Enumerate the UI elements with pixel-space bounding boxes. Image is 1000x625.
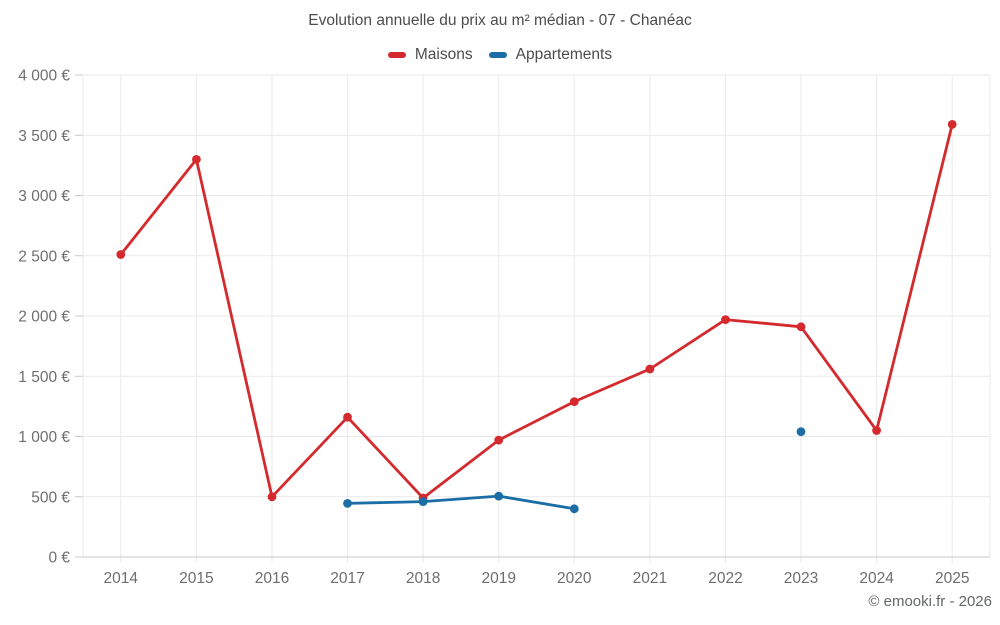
y-axis-tick-label: 4 000 € — [18, 68, 70, 85]
point-maisons-2017[interactable] — [343, 412, 352, 422]
point-maisons-2023[interactable] — [796, 322, 806, 332]
point-maisons-2021[interactable] — [645, 364, 655, 374]
point-appartements-2018[interactable] — [418, 497, 428, 506]
y-axis-tick-label: 3 500 € — [18, 128, 70, 145]
chart-title: Evolution annuelle du prix au m² médian … — [308, 12, 692, 29]
y-axis-tick-label: 2 500 € — [18, 248, 70, 265]
y-axis-tick-label: 3 000 € — [18, 188, 70, 205]
y-axis-tick-label: 500 € — [31, 489, 70, 506]
y-axis-tick-label: 2 000 € — [18, 309, 70, 326]
point-appartements-2017[interactable] — [343, 499, 352, 508]
point-maisons-2020[interactable] — [569, 397, 579, 406]
x-axis-tick-label: 2021 — [633, 570, 667, 587]
appartements-series-swatch-icon — [488, 52, 507, 58]
x-axis-tick-label: 2014 — [104, 570, 139, 587]
legend-label-appartements: Appartements — [515, 46, 613, 63]
legend-item-appartements[interactable]: Appartements — [488, 46, 613, 64]
y-axis-tick-label: 0 € — [48, 550, 70, 567]
legend-label-maisons: Maisons — [414, 46, 473, 63]
x-axis-tick-label: 2017 — [330, 570, 364, 587]
y-axis-tick-label: 1 000 € — [18, 429, 70, 446]
attribution-text: © emooki.fr - 2026 — [868, 593, 992, 610]
series-appartements — [343, 427, 806, 514]
x-axis-tick-label: 2020 — [557, 570, 592, 587]
series-line-maisons — [119, 123, 954, 500]
point-maisons-2015[interactable] — [192, 155, 201, 164]
x-axis-tick-label: 2016 — [255, 570, 289, 587]
point-maisons-2022[interactable] — [721, 315, 730, 324]
point-appartements-2020[interactable] — [569, 504, 579, 514]
point-appartements-2023[interactable] — [796, 427, 806, 437]
point-maisons-2019[interactable] — [494, 435, 504, 445]
x-axis-tick-label: 2018 — [406, 570, 440, 587]
x-axis-tick-label: 2025 — [935, 570, 969, 587]
y-axis-tick-label: 1 500 € — [18, 369, 70, 386]
series-maisons — [116, 120, 957, 503]
point-maisons-2014[interactable] — [116, 250, 126, 259]
point-maisons-2024[interactable] — [872, 426, 881, 435]
legend-item-maisons[interactable]: Maisons — [387, 46, 473, 64]
point-appartements-2019[interactable] — [494, 491, 504, 501]
x-axis-tick-label: 2015 — [179, 570, 213, 587]
point-maisons-2016[interactable] — [267, 492, 277, 502]
x-axis-tick-label: 2024 — [859, 570, 894, 587]
x-axis-tick-label: 2023 — [784, 570, 818, 587]
x-axis-tick-label: 2022 — [708, 570, 742, 587]
x-axis-tick-label: 2019 — [481, 570, 515, 587]
chart-legend: Maisons Appartements — [0, 46, 1000, 64]
point-maisons-2025[interactable] — [947, 120, 957, 129]
maisons-series-swatch-icon — [387, 52, 406, 58]
